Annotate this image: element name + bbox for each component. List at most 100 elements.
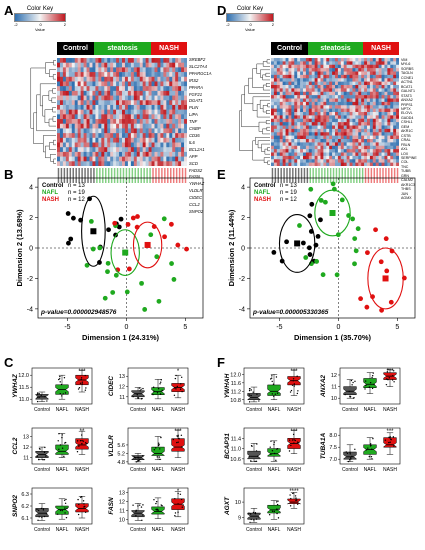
heatmap-cell <box>372 149 377 153</box>
pca-point <box>308 186 314 192</box>
heatmap-cell <box>89 62 93 68</box>
boxplot-point <box>157 444 160 447</box>
heatmap-cell <box>311 61 315 66</box>
heatmap-cell <box>346 142 350 147</box>
heatmap-cell <box>119 58 123 63</box>
heatmap-cell <box>163 147 167 153</box>
heatmap-cell <box>381 135 385 140</box>
boxplot-point <box>354 448 356 450</box>
heatmap-cell <box>175 161 179 166</box>
heatmap-cell <box>335 139 339 143</box>
sample-label <box>99 168 101 183</box>
heatmap-cell <box>352 74 356 79</box>
heatmap-cell <box>349 115 353 120</box>
heatmap-cell <box>367 78 371 82</box>
boxplot-point <box>250 518 252 521</box>
boxplot-point <box>296 375 298 377</box>
heatmap-cell <box>166 147 170 153</box>
pca-centroid <box>294 240 301 247</box>
heatmap-cell <box>332 101 336 106</box>
heatmap-cell <box>372 122 377 126</box>
heatmap-cell <box>355 159 359 163</box>
heatmap-cell <box>92 161 96 166</box>
heatmap-cell <box>346 88 350 93</box>
heatmap-cell <box>311 74 315 79</box>
heatmap-cell <box>343 68 347 72</box>
boxplot-y-tick-label: 11.5 <box>19 385 29 391</box>
heatmap-cell <box>340 58 345 62</box>
heatmap-cell <box>367 58 371 62</box>
dendrogram-branch <box>267 160 270 165</box>
heatmap-cell <box>387 125 391 130</box>
heatmap-cell <box>297 108 301 113</box>
pca-point <box>271 249 277 255</box>
heatmap-cell <box>59 119 64 125</box>
heatmap-cell <box>320 105 324 109</box>
heatmap-cell <box>62 161 67 166</box>
heatmap-cell <box>364 105 368 109</box>
heatmap-cell <box>381 85 385 89</box>
boxplot-point <box>84 505 86 508</box>
heatmap-cell <box>95 142 99 148</box>
pca-x-tick-label: 0 <box>336 324 340 331</box>
heatmap-cell <box>361 81 365 86</box>
heatmap-cell <box>317 132 321 136</box>
color-key-xlabel-d: Value <box>245 27 255 32</box>
heatmap-cell <box>317 142 321 147</box>
heatmap-cell <box>378 88 382 93</box>
heatmap-cell <box>77 147 81 153</box>
boxplot-point <box>66 507 68 510</box>
heatmap-cell <box>279 125 283 130</box>
heatmap-cell <box>367 85 371 89</box>
heatmap-cell <box>178 133 182 139</box>
heatmap-cell <box>122 161 126 166</box>
heatmap-cell <box>372 88 377 93</box>
heatmap-cell <box>329 68 333 72</box>
pca-point <box>314 259 320 264</box>
heatmap-cell <box>288 135 292 140</box>
color-key-title: Color Key <box>26 6 54 12</box>
heatmap-cell <box>92 137 96 143</box>
heatmap-cell <box>291 74 295 79</box>
heatmap-cell <box>92 119 96 125</box>
heatmap-cell <box>68 156 73 162</box>
heatmap-cell <box>157 62 161 68</box>
dendrogram-d <box>239 59 270 165</box>
heatmap-cell <box>335 85 339 89</box>
heatmap-cell <box>276 128 281 133</box>
pca-point <box>358 296 364 302</box>
heatmap-cell <box>375 68 379 72</box>
heatmap-cell <box>77 81 81 87</box>
heatmap-cell <box>172 58 176 63</box>
pca-ellipse <box>278 213 316 273</box>
boxplot-point <box>296 503 299 505</box>
heatmap-cell <box>68 133 73 139</box>
heatmap-cell <box>74 100 78 106</box>
boxplot-point <box>277 517 280 519</box>
boxplot-box <box>267 504 281 514</box>
heatmap-cell <box>393 115 397 120</box>
heatmap-cell <box>300 95 304 99</box>
boxplot-frame <box>339 367 401 405</box>
heatmap-cell <box>393 101 397 106</box>
heatmap-cell <box>308 128 313 133</box>
heatmap-cell <box>381 78 385 82</box>
heatmap-cell <box>148 161 152 166</box>
boxplot-point <box>43 458 46 461</box>
heatmap-cell <box>139 62 143 68</box>
heatmap-cell <box>317 64 321 69</box>
boxplot-point <box>388 441 390 444</box>
heatmap-cell <box>124 156 129 162</box>
heatmap-cell <box>116 142 120 148</box>
heatmap-cell <box>375 132 379 136</box>
panel-label-d: D <box>217 3 227 18</box>
heatmap-cell <box>279 58 283 62</box>
heatmap-cell <box>136 147 141 153</box>
boxplot-point <box>58 432 60 435</box>
boxplot-point <box>250 460 252 462</box>
heatmap-cell <box>166 137 170 143</box>
heatmap-cell <box>113 100 117 106</box>
heatmap-cell <box>369 112 374 116</box>
